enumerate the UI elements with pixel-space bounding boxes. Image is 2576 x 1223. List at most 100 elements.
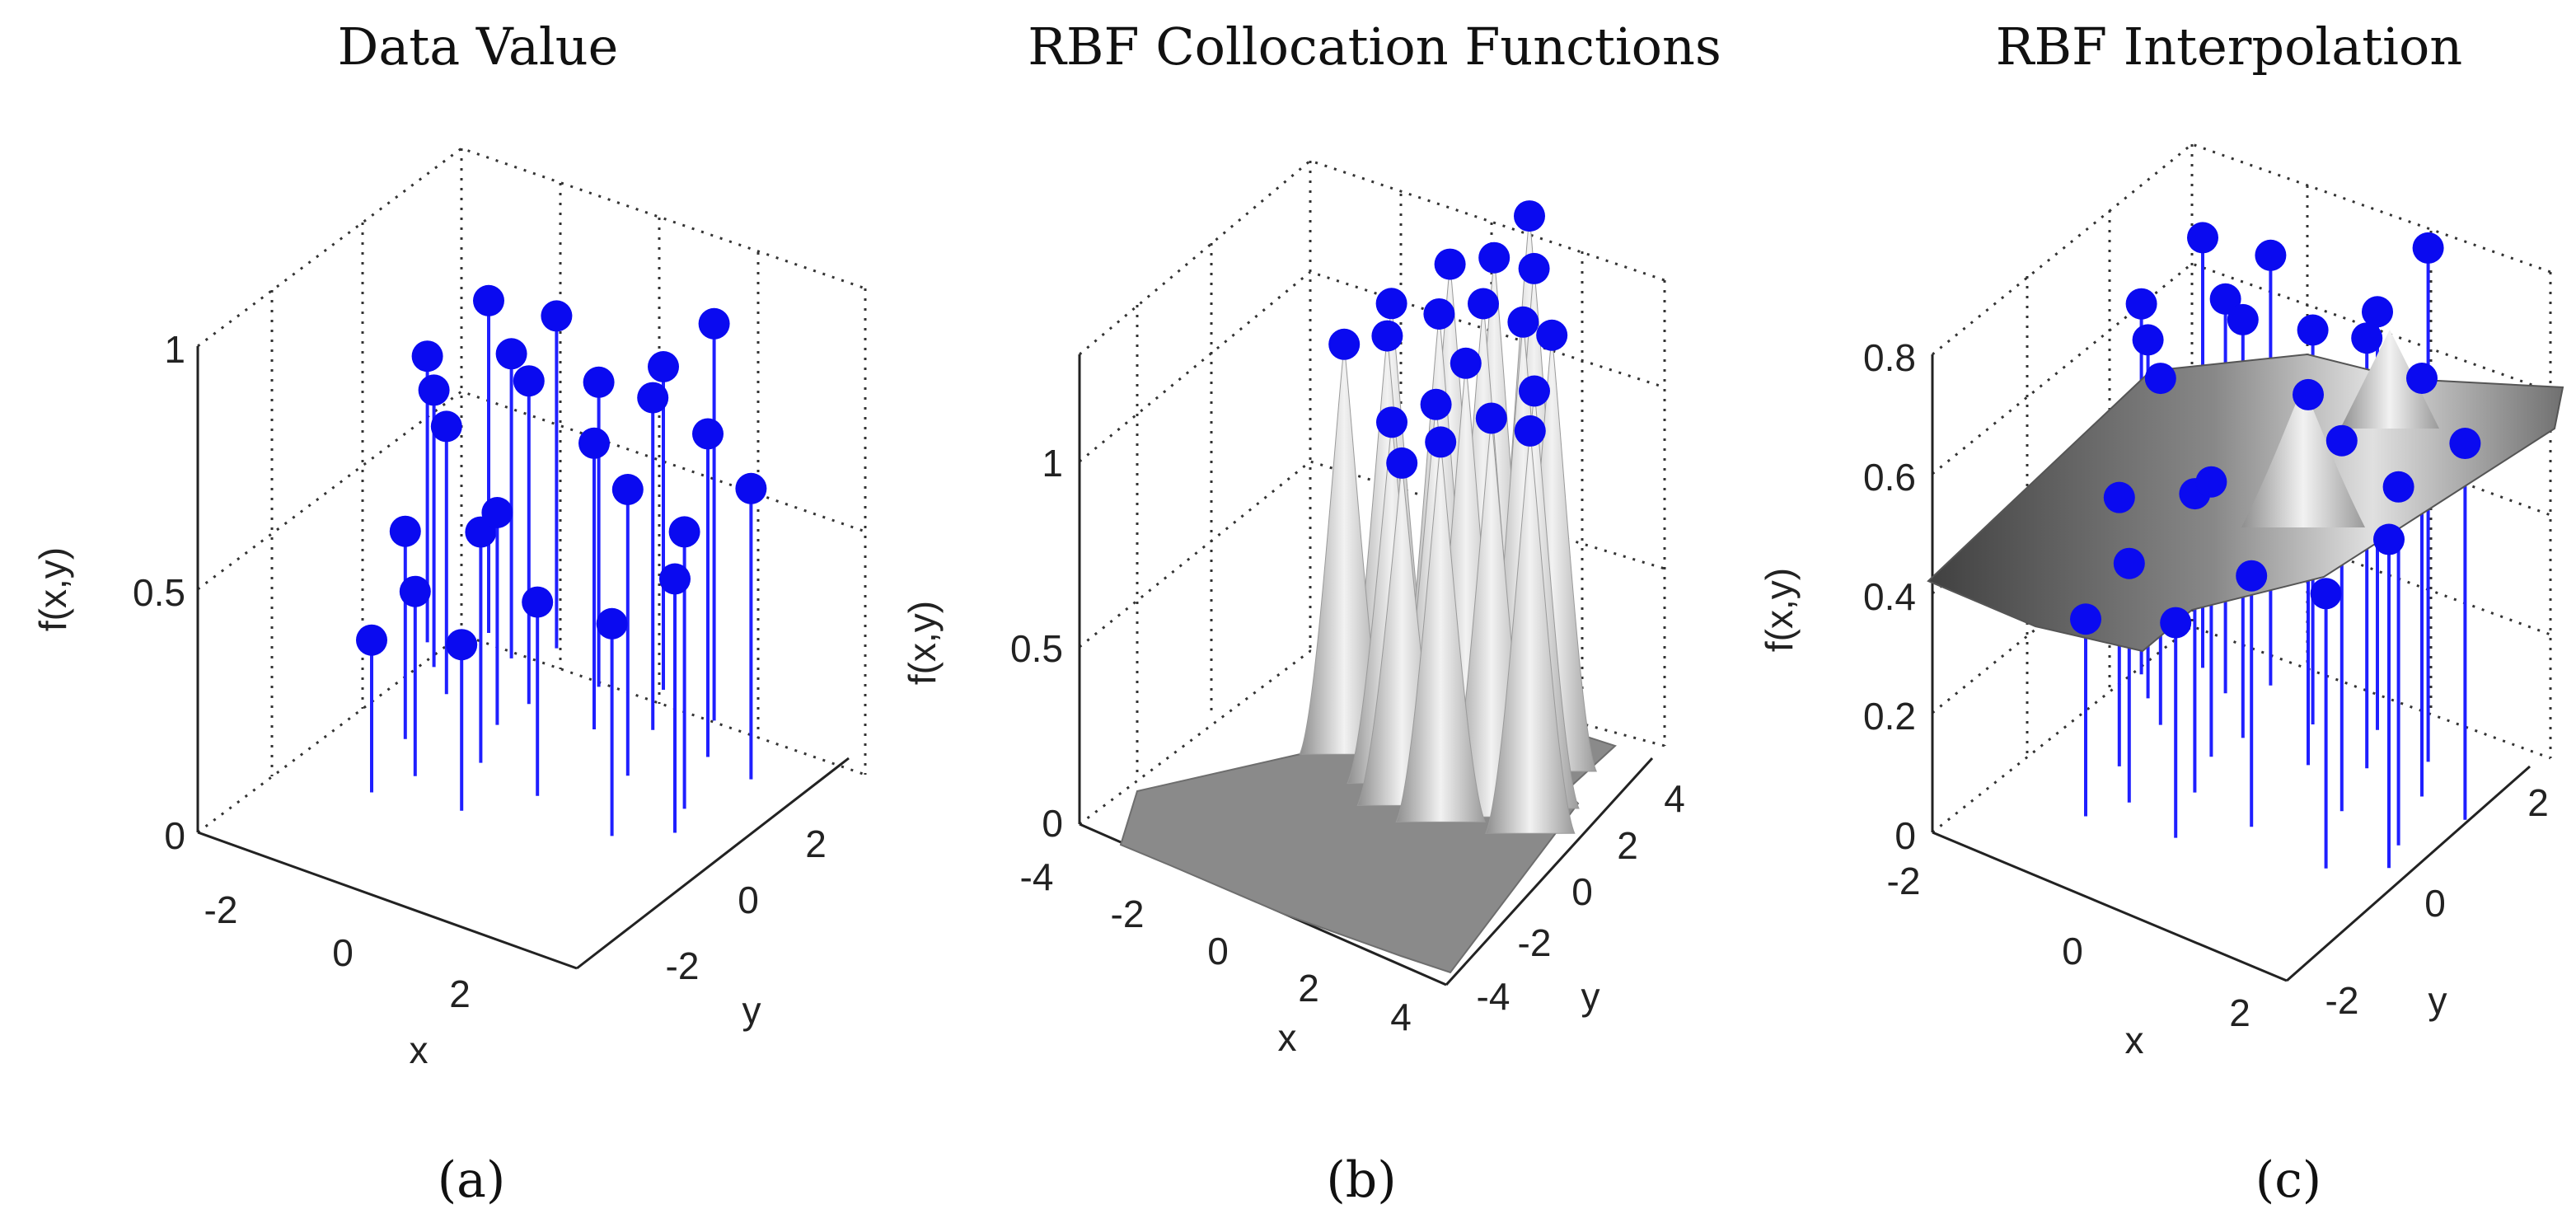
- panel-c-data-point: [2070, 603, 2101, 635]
- panel-a-caption: (a): [438, 1151, 506, 1209]
- panel-b-data-point: [1376, 406, 1407, 438]
- panel-b-ztick-1: 1: [1042, 442, 1063, 485]
- panel-b-data-point: [1371, 320, 1403, 352]
- panel-a-data-point: [513, 365, 545, 397]
- panel-c-plot: 0.8 0.6 0.4 0.2 0 f(x,y) -2 0 2 x -2 0 2…: [1758, 143, 2564, 1061]
- panel-a-ytick-0: 0: [738, 879, 759, 921]
- panel-c-surface: [1927, 353, 2564, 653]
- panel-a-ylabel: y: [742, 989, 761, 1032]
- panel-a-data-point: [659, 563, 691, 595]
- panel-a-xtick-m2: -2: [204, 888, 238, 931]
- panel-c-xtick-m2: -2: [1887, 860, 1921, 902]
- panel-a-data-point: [481, 497, 513, 528]
- panel-a-ytick-m2: -2: [666, 944, 700, 987]
- panel-c-grid: [1932, 143, 2552, 834]
- panel-a-xtick-0: 0: [332, 931, 354, 974]
- panel-c-data-point: [2103, 481, 2135, 513]
- panel-a-ztick-1: 1: [164, 328, 185, 371]
- panel-c-xtick-0: 0: [2062, 930, 2083, 972]
- panel-b-data-point: [1478, 241, 1510, 274]
- panel-b-data-point: [1425, 426, 1457, 458]
- panel-c-data-point: [2310, 578, 2342, 610]
- panel-a-data-point: [735, 472, 767, 504]
- panel-c-data-point: [2406, 363, 2438, 394]
- panel-a-data-point: [692, 418, 724, 450]
- panel-b-xtick-m2: -2: [1111, 893, 1145, 935]
- panel-c-ztick-04: 0.4: [1863, 575, 1916, 618]
- panel-b-data-point: [1375, 288, 1407, 320]
- panel-c-data-point: [2351, 322, 2383, 354]
- panel-c-stems: [2084, 237, 2467, 869]
- panel-c-data-point: [2132, 324, 2164, 356]
- panel-c-ytick-2: 2: [2527, 781, 2549, 824]
- panel-a-ytick-2: 2: [805, 822, 827, 865]
- panel-c-data-point: [2449, 428, 2481, 460]
- panel-c-data-point: [2325, 424, 2358, 457]
- panel-a-data-point: [389, 515, 421, 547]
- panel-b-data-point: [1507, 306, 1539, 338]
- panel-c-data-point: [2297, 314, 2329, 346]
- panel-b-data-point: [1514, 200, 1545, 232]
- panel-c-ztick-0: 0: [1895, 814, 1916, 857]
- panel-b-xtick-m4: -4: [1020, 855, 1054, 898]
- panel-a-data-point: [356, 624, 387, 656]
- panel-c-ylabel: y: [2428, 979, 2447, 1022]
- panel-a-data-point: [596, 607, 628, 640]
- panel-c-data-point: [2412, 232, 2444, 264]
- panel-c-xlabel: x: [2125, 1019, 2144, 1061]
- panel-a-data-point: [583, 366, 615, 398]
- panel-c-data-point: [2236, 560, 2268, 592]
- panel-b-ytick-m2: -2: [1518, 921, 1552, 964]
- panel-c-ytick-m2: -2: [2325, 979, 2359, 1022]
- panel-b-data-point: [1536, 319, 1568, 351]
- panel-a-xtick-2: 2: [449, 972, 471, 1015]
- panel-a-data-point: [418, 374, 450, 406]
- panel-a-data-point: [637, 382, 669, 414]
- panel-c-peak-2: [2340, 330, 2439, 429]
- panel-b-data-point: [1434, 248, 1466, 280]
- panel-b-caption: (b): [1326, 1151, 1396, 1209]
- panel-b-ytick-m4: -4: [1477, 975, 1510, 1018]
- panel-b-points: [1328, 200, 1568, 479]
- panel-a-plot: 1 0.5 0 f(x,y) -2 0 2 x -2 0 2 y: [31, 147, 867, 1071]
- panel-a-data-point: [578, 427, 610, 459]
- panel-c-zlabel: f(x,y): [1758, 568, 1801, 652]
- panel-c-data-point: [2160, 607, 2192, 639]
- panel-c-caption: (c): [2255, 1151, 2321, 1209]
- panel-c-data-point: [2209, 283, 2241, 315]
- panel-c-title: RBF Interpolation: [1996, 16, 2462, 77]
- panel-b-zlabel: f(x,y): [901, 601, 944, 685]
- panel-a-data-point: [541, 300, 573, 332]
- panel-b-data-point: [1519, 375, 1550, 407]
- panel-a-data-point: [430, 410, 462, 443]
- panel-a-title: Data Value: [338, 16, 619, 77]
- panel-c-data-point: [2373, 523, 2405, 555]
- panel-b-ytick-0: 0: [1571, 870, 1593, 913]
- panel-c-xtick-2: 2: [2229, 991, 2250, 1034]
- panel-c-data-point: [2382, 471, 2414, 503]
- panel-b-data-point: [1518, 252, 1550, 284]
- panel-c-peak-1: [2241, 387, 2365, 527]
- panel-b-data-point: [1386, 447, 1418, 479]
- panel-a-stems: [356, 284, 767, 836]
- panel-a-data-point: [473, 284, 504, 316]
- panel-b-ytick-4: 4: [1664, 777, 1685, 820]
- panel-b-data-point: [1514, 415, 1546, 447]
- panel-b-peaks: [1299, 216, 1597, 834]
- panel-b-ztick-0: 0: [1042, 802, 1063, 845]
- panel-b-title: RBF Collocation Functions: [1028, 16, 1721, 77]
- panel-b-xtick-4: 4: [1390, 996, 1412, 1038]
- panel-c-data-point: [2125, 288, 2157, 320]
- panel-b-xtick-2: 2: [1298, 967, 1319, 1010]
- panel-a-data-point: [399, 575, 431, 607]
- panel-c-data-point: [2293, 378, 2324, 410]
- panel-b-data-point: [1420, 388, 1452, 420]
- panel-b-ytick-2: 2: [1617, 824, 1638, 867]
- panel-a-ztick-05: 0.5: [133, 571, 185, 614]
- panel-c-ztick-08: 0.8: [1863, 336, 1916, 379]
- panel-a-data-point: [411, 340, 443, 373]
- panel-c-data-point: [2362, 296, 2393, 328]
- panel-a-data-point: [668, 516, 700, 548]
- panel-c-data-point: [2113, 547, 2145, 579]
